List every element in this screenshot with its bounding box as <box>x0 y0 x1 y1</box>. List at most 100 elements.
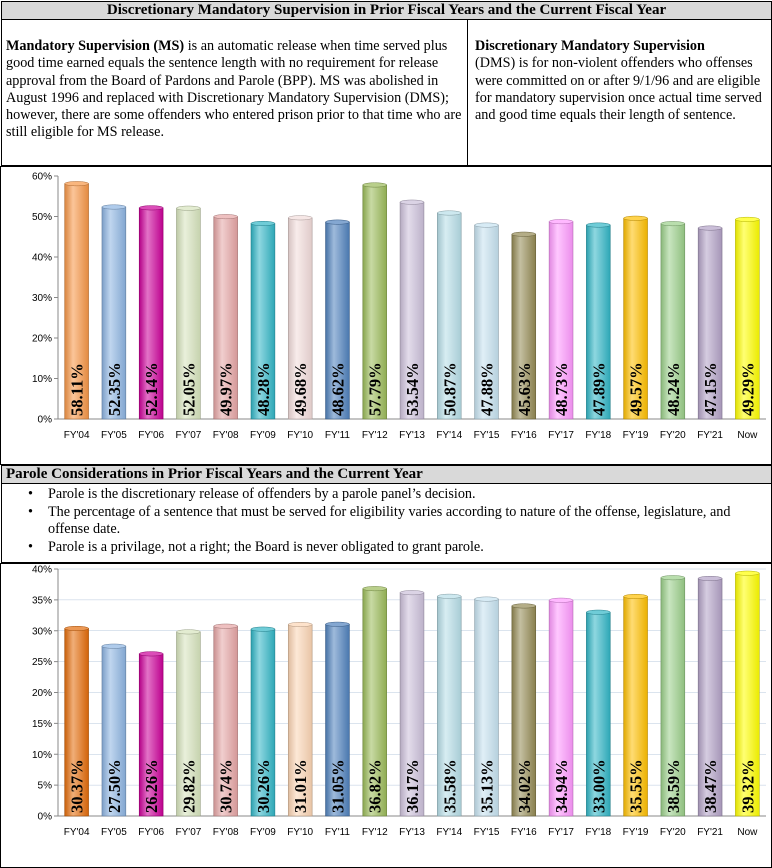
column-divider <box>467 19 468 166</box>
bar-top <box>697 575 723 581</box>
x-tick-label: FY'21 <box>697 430 723 441</box>
bar-top <box>362 586 387 592</box>
data-label: 26.26% <box>142 759 161 813</box>
data-label: 36.82% <box>366 759 385 813</box>
y-tick-label: 15% <box>32 719 52 730</box>
dms-section-title: Discretionary Mandatory Supervision in P… <box>1 1 772 20</box>
y-tick-label: 5% <box>38 781 53 792</box>
x-tick-label: FY'19 <box>623 827 649 838</box>
x-tick-label: FY'17 <box>548 430 574 441</box>
x-tick-label: Now <box>737 827 758 838</box>
data-label: 36.17% <box>403 759 422 813</box>
bar-top <box>176 205 201 211</box>
bar-top <box>548 219 574 225</box>
bar-top <box>101 643 127 649</box>
x-tick-label: FY'19 <box>623 430 649 441</box>
y-tick-label: 35% <box>32 595 52 606</box>
x-tick-label: FY'05 <box>101 430 127 441</box>
data-label: 47.89% <box>589 362 608 416</box>
x-tick-label: FY'11 <box>325 827 351 838</box>
bar-top <box>735 216 760 222</box>
x-tick-label: FY'08 <box>213 430 239 441</box>
parole-chart: 0% 5% 10% 15% 20% 25% 30% 35% 40% 30.37% FY'04 27.5… <box>0 563 772 868</box>
data-label: 57.79% <box>366 362 385 416</box>
x-tick-label: FY'04 <box>64 827 90 838</box>
x-tick-label: FY'18 <box>585 430 611 441</box>
y-tick-label: 40% <box>32 253 52 264</box>
data-label: 52.05% <box>179 362 198 416</box>
x-tick-label: FY'12 <box>362 827 388 838</box>
x-tick-label: FY'15 <box>474 430 500 441</box>
bar-top <box>623 594 648 599</box>
data-label: 38.47% <box>701 759 720 813</box>
data-label: 48.24% <box>664 362 683 416</box>
bar-top <box>437 210 462 216</box>
x-tick-label: FY'16 <box>511 430 537 441</box>
bar-top <box>250 221 276 226</box>
parole-bullet-list: Parole is the discretionary release of o… <box>28 486 768 556</box>
x-tick-label: FY'15 <box>474 827 500 838</box>
parole-section-title: Parole Considerations in Prior Fiscal Ye… <box>1 465 772 484</box>
bar-top <box>288 215 313 221</box>
x-tick-label: FY'06 <box>138 430 164 441</box>
x-tick-label: FY'14 <box>436 827 462 838</box>
bar-top <box>138 651 164 657</box>
x-tick-label: FY'07 <box>176 430 202 441</box>
y-tick-label: 0% <box>38 812 53 823</box>
dms-text: (DMS) is for non-violent offenders who o… <box>475 55 762 124</box>
data-label: 52.35% <box>105 362 124 416</box>
y-tick-label: 10% <box>32 750 52 761</box>
bar-top <box>325 621 350 627</box>
x-tick-label: FY'10 <box>287 430 313 441</box>
bar-top <box>623 215 648 221</box>
x-tick-label: FY'16 <box>511 827 537 838</box>
data-label: 49.29% <box>738 362 757 416</box>
bar-top <box>511 231 536 237</box>
data-label: 35.58% <box>440 759 459 813</box>
x-tick-label: FY'06 <box>138 827 164 838</box>
y-tick-label: 30% <box>32 626 52 637</box>
dms-chart: 0% 10% 20% 30% 40% 50% 60% 58.11% FY'04 52.35% FY'… <box>0 166 772 465</box>
x-tick-label: FY'18 <box>585 827 611 838</box>
data-label: 31.05% <box>328 759 347 813</box>
data-label: 30.74% <box>217 759 236 813</box>
data-label: 48.73% <box>552 362 571 416</box>
x-tick-label: Now <box>737 430 758 441</box>
bar-top <box>660 221 686 227</box>
x-tick-label: FY'05 <box>101 827 127 838</box>
bar-top <box>64 626 89 631</box>
x-tick-label: FY'10 <box>287 827 313 838</box>
bar-top <box>586 609 611 615</box>
data-label: 49.57% <box>627 362 646 416</box>
bar-top <box>735 570 760 576</box>
data-label: 29.82% <box>179 759 198 813</box>
bar-top <box>697 225 723 231</box>
data-label: 30.37% <box>68 759 87 813</box>
x-tick-label: FY'09 <box>250 827 276 838</box>
data-label: 30.26% <box>254 759 273 813</box>
x-tick-label: FY'17 <box>548 827 574 838</box>
y-tick-label: 60% <box>32 172 52 183</box>
data-label: 34.02% <box>515 759 534 813</box>
y-tick-label: 20% <box>32 688 52 699</box>
dms-term: Discretionary Mandatory Supervision <box>475 38 705 54</box>
ms-description: Mandatory Supervision (MS) is an automat… <box>6 38 464 142</box>
data-label: 45.63% <box>515 362 534 416</box>
x-tick-label: FY'13 <box>399 430 425 441</box>
bar-top <box>325 219 350 225</box>
list-item: Parole is a privilage, not a right; the … <box>28 539 768 557</box>
data-label: 38.59% <box>664 759 683 813</box>
x-tick-label: FY'12 <box>362 430 388 441</box>
bar-top <box>362 182 387 188</box>
bar-top <box>399 199 425 205</box>
bar-top <box>213 214 238 220</box>
list-item: The percentage of a sentence that must b… <box>28 504 768 539</box>
data-label: 27.50% <box>105 759 124 813</box>
y-tick-label: 0% <box>38 415 53 426</box>
data-label: 31.01% <box>291 759 310 813</box>
bar-top <box>474 222 499 228</box>
y-tick-label: 10% <box>32 374 52 385</box>
y-tick-label: 30% <box>32 293 52 304</box>
bar-top <box>213 623 238 629</box>
bar-top <box>176 629 201 635</box>
